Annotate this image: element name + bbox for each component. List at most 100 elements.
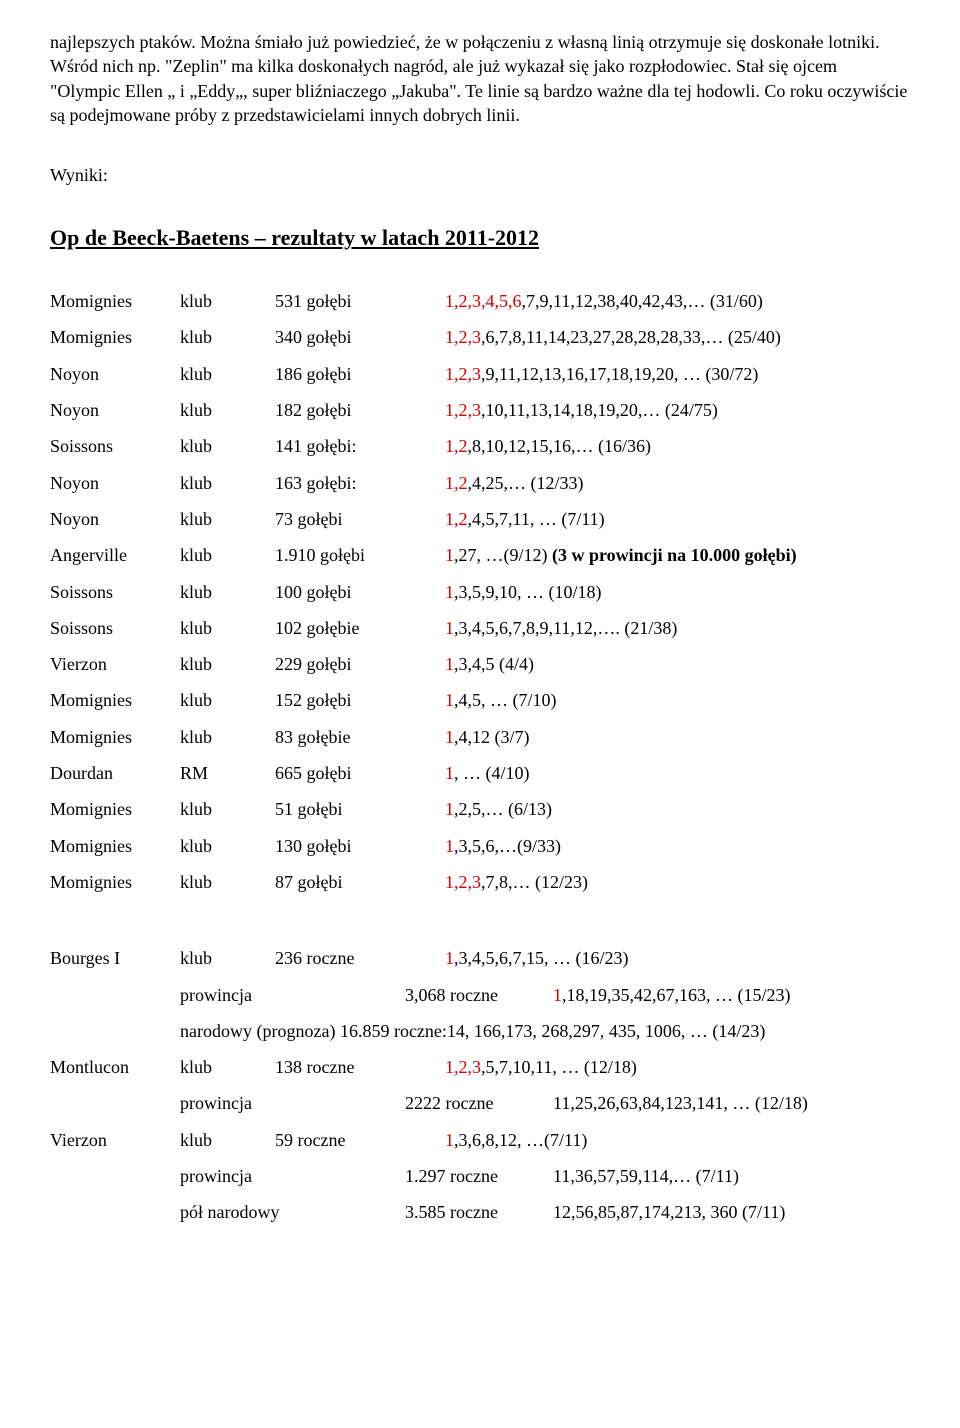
- top-placements: 1: [445, 690, 454, 710]
- top-placements: 1,2,3: [445, 327, 481, 347]
- rest-placements: , … (4/10): [454, 763, 530, 783]
- placements: 1,2,3,7,8,… (12/23): [445, 870, 910, 894]
- result-row: Noyonklub73 gołębi1,2,4,5,7,11, … (7/11): [50, 507, 910, 531]
- pigeon-count: 130 gołębi: [275, 834, 445, 858]
- result-row: Momigniesklub130 gołębi1,3,5,6,…(9/33): [50, 834, 910, 858]
- result-row: Momigniesklub340 gołębi1,2,3,6,7,8,11,14…: [50, 325, 910, 349]
- top-placements: 1,2: [445, 436, 468, 456]
- scope: klub: [180, 616, 275, 640]
- scope: klub: [180, 580, 275, 604]
- pigeon-count: 531 gołębi: [275, 289, 445, 313]
- placements: 1,2,3,10,11,13,14,18,19,20,… (24/75): [445, 398, 910, 422]
- pigeon-count: 163 gołębi:: [275, 471, 445, 495]
- sub-count: 3.585 roczne: [405, 1200, 553, 1224]
- top-placements: 1,2,3: [445, 364, 481, 384]
- placements: 1,2,5,… (6/13): [445, 797, 910, 821]
- sub-placements: 11,25,26,63,84,123,141, … (12/18): [553, 1091, 910, 1115]
- scope: klub: [180, 1055, 275, 1079]
- sub-row: narodowy (prognoza) 16.859 roczne:14, 16…: [50, 1019, 910, 1043]
- sub-count: 2222 roczne: [405, 1091, 553, 1115]
- intro-paragraph: najlepszych ptaków. Można śmiało już pow…: [50, 30, 910, 127]
- race-name: Momignies: [50, 797, 180, 821]
- result-row: Momigniesklub87 gołębi1,2,3,7,8,… (12/23…: [50, 870, 910, 894]
- rest-placements: ,7,8,… (12/23): [481, 872, 588, 892]
- rest-placements: ,3,4,5 (4/4): [454, 654, 534, 674]
- scope: klub: [180, 434, 275, 458]
- rest-placements: 11,25,26,63,84,123,141, … (12/18): [553, 1093, 808, 1113]
- scope: klub: [180, 543, 275, 567]
- pigeon-count: 138 roczne: [275, 1055, 445, 1079]
- result-row: Noyonklub182 gołębi1,2,3,10,11,13,14,18,…: [50, 398, 910, 422]
- pigeon-count: 73 gołębi: [275, 507, 445, 531]
- rest-placements: ,27, …(9/12): [454, 545, 552, 565]
- wyniki-label: Wyniki:: [50, 163, 910, 187]
- scope: klub: [180, 797, 275, 821]
- result-row: Soissonsklub102 gołębie1,3,4,5,6,7,8,9,1…: [50, 616, 910, 640]
- rest-placements: 12,56,85,87,174,213, 360 (7/11): [553, 1202, 785, 1222]
- race-name: Noyon: [50, 471, 180, 495]
- results-block-1: Momigniesklub531 gołębi1,2,3,4,5,6,7,9,1…: [50, 289, 910, 894]
- pigeon-count: 340 gołębi: [275, 325, 445, 349]
- rest-placements: ,4,12 (3/7): [454, 727, 530, 747]
- scope: RM: [180, 761, 275, 785]
- rest-placements: ,7,9,11,12,38,40,42,43,… (31/60): [522, 291, 763, 311]
- placements: 1,2,3,6,7,8,11,14,23,27,28,28,28,33,… (2…: [445, 325, 910, 349]
- scope: klub: [180, 289, 275, 313]
- top-placements: 1: [445, 582, 454, 602]
- race-name: Momignies: [50, 289, 180, 313]
- rest-placements: ,4,5, … (7/10): [454, 690, 557, 710]
- sub-scope: prowincja: [180, 983, 405, 1007]
- race-name: Momignies: [50, 870, 180, 894]
- pigeon-count: 665 gołębi: [275, 761, 445, 785]
- pigeon-count: 236 roczne: [275, 946, 445, 970]
- rest-placements: ,3,5,9,10, … (10/18): [454, 582, 602, 602]
- pigeon-count: 83 gołębie: [275, 725, 445, 749]
- rest-placements: ,3,6,8,12, …(7/11): [454, 1130, 587, 1150]
- pigeon-count: 100 gołębi: [275, 580, 445, 604]
- sub-scope: pół narodowy: [180, 1200, 405, 1224]
- result-row: DourdanRM665 gołębi1, … (4/10): [50, 761, 910, 785]
- results-block-2: Bourges Iklub236 roczne1,3,4,5,6,7,15, ……: [50, 946, 910, 1224]
- top-placements: 1,2,3: [445, 872, 481, 892]
- race-name: Vierzon: [50, 1128, 180, 1152]
- top-placements: 1,2,3,4,5,6: [445, 291, 522, 311]
- placements: 1,3,5,9,10, … (10/18): [445, 580, 910, 604]
- result-row: Angervilleklub1.910 gołębi1,27, …(9/12) …: [50, 543, 910, 567]
- sub-placements: 11,36,57,59,114,… (7/11): [553, 1164, 910, 1188]
- pigeon-count: 51 gołębi: [275, 797, 445, 821]
- rest-placements: ,4,5,7,11, … (7/11): [468, 509, 605, 529]
- race-name: Dourdan: [50, 761, 180, 785]
- sub-placements: 12,56,85,87,174,213, 360 (7/11): [553, 1200, 910, 1224]
- scope: klub: [180, 688, 275, 712]
- top-placements: 1: [445, 1130, 454, 1150]
- sub-full: narodowy (prognoza) 16.859 roczne:14, 16…: [180, 1019, 765, 1043]
- result-row: Momigniesklub152 gołębi1,4,5, … (7/10): [50, 688, 910, 712]
- top-placements: 1: [445, 836, 454, 856]
- race-name: Momignies: [50, 325, 180, 349]
- top-placements: 1: [445, 948, 454, 968]
- scope: klub: [180, 652, 275, 676]
- race-name: Noyon: [50, 362, 180, 386]
- race-name: Vierzon: [50, 652, 180, 676]
- pigeon-count: 102 gołębie: [275, 616, 445, 640]
- rest-placements: ,2,5,… (6/13): [454, 799, 552, 819]
- top-placements: 1: [445, 799, 454, 819]
- scope: klub: [180, 471, 275, 495]
- placements: 1,4,5, … (7/10): [445, 688, 910, 712]
- placements: 1,2,3,4,5,6,7,9,11,12,38,40,42,43,… (31/…: [445, 289, 910, 313]
- pigeon-count: 229 gołębi: [275, 652, 445, 676]
- result-row: Momigniesklub51 gołębi1,2,5,… (6/13): [50, 797, 910, 821]
- placements: 1, … (4/10): [445, 761, 910, 785]
- race-name: Montlucon: [50, 1055, 180, 1079]
- sub-scope: prowincja: [180, 1164, 405, 1188]
- placements: 1,3,4,5,6,7,15, … (16/23): [445, 946, 910, 970]
- sub-scope: prowincja: [180, 1091, 405, 1115]
- placements: 1,3,4,5 (4/4): [445, 652, 910, 676]
- result-row: Soissonsklub141 gołębi:1,2,8,10,12,15,16…: [50, 434, 910, 458]
- rest-placements: 11,36,57,59,114,… (7/11): [553, 1166, 739, 1186]
- top-placements: 1,2,3: [445, 1057, 481, 1077]
- scope: klub: [180, 325, 275, 349]
- rest-placements: ,5,7,10,11, … (12/18): [481, 1057, 637, 1077]
- result-row: Montluconklub138 roczne1,2,3,5,7,10,11, …: [50, 1055, 910, 1079]
- sub-placements: 1,18,19,35,42,67,163, … (15/23): [553, 983, 910, 1007]
